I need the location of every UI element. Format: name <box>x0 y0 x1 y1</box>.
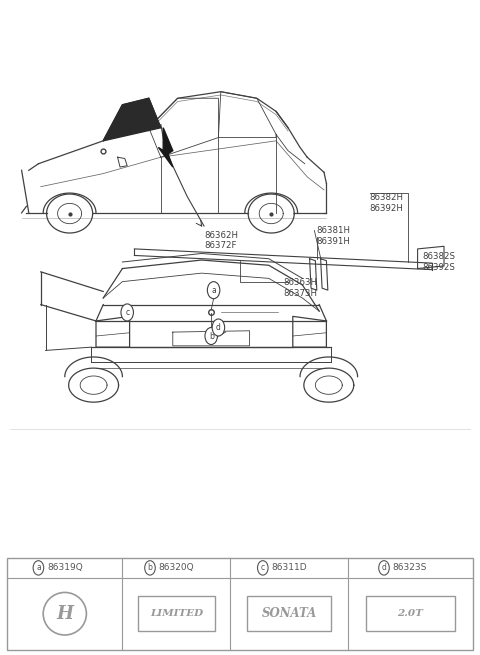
Bar <box>7 558 473 650</box>
Text: d: d <box>216 323 221 332</box>
Circle shape <box>33 561 44 575</box>
Text: H: H <box>56 605 73 623</box>
Polygon shape <box>103 98 161 141</box>
Text: b: b <box>147 563 153 572</box>
Text: b: b <box>209 331 214 341</box>
Text: 86381H
86391H: 86381H 86391H <box>317 226 351 246</box>
Circle shape <box>258 561 268 575</box>
Circle shape <box>145 561 156 575</box>
Circle shape <box>207 282 220 299</box>
Text: 86319Q: 86319Q <box>47 563 83 572</box>
Text: 86320Q: 86320Q <box>158 563 194 572</box>
Text: 86311D: 86311D <box>272 563 307 572</box>
Text: c: c <box>261 563 265 572</box>
Text: 2.0T: 2.0T <box>397 609 423 618</box>
Text: c: c <box>125 308 129 317</box>
Text: 86362H
86372F: 86362H 86372F <box>204 231 238 250</box>
Circle shape <box>205 328 217 345</box>
Circle shape <box>379 561 389 575</box>
Text: a: a <box>36 563 41 572</box>
Text: d: d <box>382 563 386 572</box>
Circle shape <box>212 319 225 336</box>
Text: 86382H
86392H: 86382H 86392H <box>370 193 404 213</box>
Circle shape <box>121 304 133 321</box>
Text: 86382S
86392S: 86382S 86392S <box>422 252 456 272</box>
Text: 86363H
86373H: 86363H 86373H <box>283 278 317 298</box>
Text: SONATA: SONATA <box>262 607 317 620</box>
Text: 86323S: 86323S <box>393 563 427 572</box>
Polygon shape <box>158 128 173 167</box>
Text: LIMITED: LIMITED <box>150 609 203 618</box>
Text: a: a <box>211 286 216 295</box>
